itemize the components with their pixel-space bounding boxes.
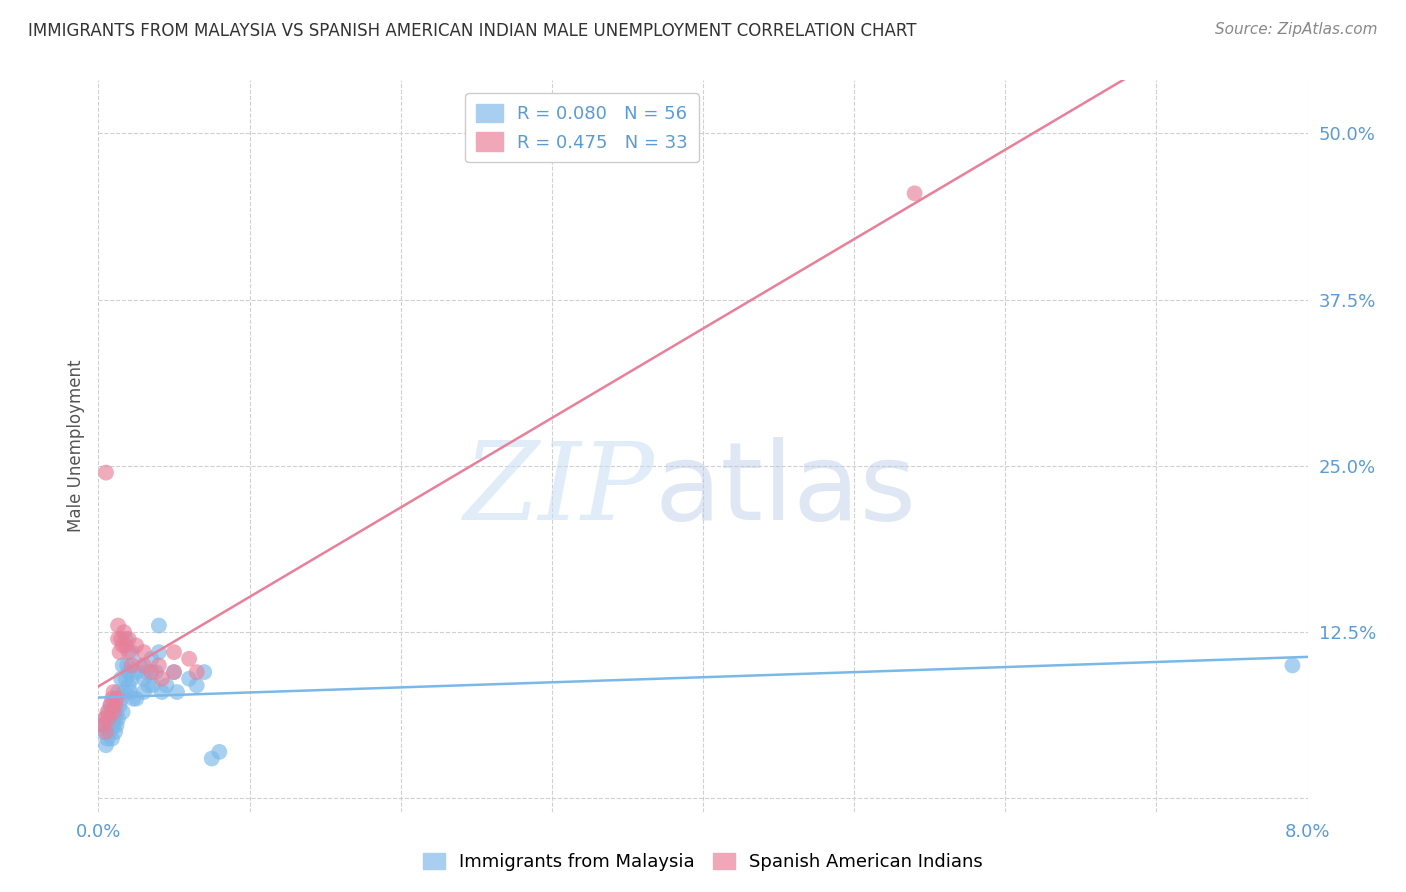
Point bbox=[186, 665, 208, 679]
Point bbox=[94, 725, 117, 739]
Point bbox=[103, 705, 125, 719]
Point bbox=[110, 632, 132, 646]
Point bbox=[91, 725, 114, 739]
Point bbox=[163, 665, 186, 679]
Point bbox=[96, 731, 118, 746]
Point bbox=[96, 705, 118, 719]
Point bbox=[94, 738, 117, 752]
Point bbox=[132, 658, 155, 673]
Point bbox=[166, 685, 188, 699]
Point bbox=[101, 691, 124, 706]
Point bbox=[101, 731, 124, 746]
Point bbox=[201, 751, 224, 765]
Point bbox=[114, 639, 136, 653]
Point bbox=[125, 691, 148, 706]
Point bbox=[145, 665, 167, 679]
Point bbox=[186, 678, 208, 692]
Y-axis label: Male Unemployment: Male Unemployment bbox=[66, 359, 84, 533]
Point bbox=[125, 639, 148, 653]
Point bbox=[101, 712, 124, 726]
Point bbox=[107, 632, 129, 646]
Point bbox=[128, 658, 150, 673]
Point bbox=[104, 712, 127, 726]
Point bbox=[142, 678, 165, 692]
Point bbox=[136, 678, 159, 692]
Point bbox=[107, 712, 129, 726]
Point bbox=[103, 685, 125, 699]
Point bbox=[179, 652, 201, 666]
Point bbox=[135, 665, 157, 679]
Point bbox=[105, 691, 128, 706]
Point bbox=[94, 712, 117, 726]
Point bbox=[105, 705, 128, 719]
Point bbox=[193, 665, 215, 679]
Point bbox=[91, 718, 114, 732]
Point bbox=[118, 645, 141, 659]
Point bbox=[110, 691, 132, 706]
Point bbox=[103, 705, 125, 719]
Point bbox=[98, 705, 121, 719]
Point bbox=[141, 665, 163, 679]
Point bbox=[150, 685, 173, 699]
Point bbox=[105, 718, 128, 732]
Point bbox=[208, 745, 231, 759]
Point bbox=[148, 645, 170, 659]
Point bbox=[111, 705, 134, 719]
Point bbox=[148, 618, 170, 632]
Point bbox=[125, 665, 148, 679]
Point bbox=[118, 665, 141, 679]
Text: Source: ZipAtlas.com: Source: ZipAtlas.com bbox=[1215, 22, 1378, 37]
Point bbox=[904, 186, 927, 201]
Point bbox=[115, 658, 138, 673]
Point bbox=[155, 678, 177, 692]
Point bbox=[108, 698, 131, 713]
Point bbox=[121, 672, 143, 686]
Point bbox=[104, 725, 127, 739]
Point bbox=[103, 718, 125, 732]
Point bbox=[114, 672, 136, 686]
Point bbox=[112, 685, 135, 699]
Legend: Immigrants from Malaysia, Spanish American Indians: Immigrants from Malaysia, Spanish Americ… bbox=[416, 846, 990, 879]
Point bbox=[122, 691, 145, 706]
Point bbox=[107, 685, 129, 699]
Point bbox=[112, 625, 135, 640]
Point bbox=[141, 652, 163, 666]
Point bbox=[121, 645, 143, 659]
Point bbox=[104, 698, 127, 713]
Legend: R = 0.080   N = 56, R = 0.475   N = 33: R = 0.080 N = 56, R = 0.475 N = 33 bbox=[465, 93, 699, 162]
Point bbox=[132, 672, 155, 686]
Point bbox=[98, 725, 121, 739]
Point bbox=[132, 645, 155, 659]
Point bbox=[118, 678, 141, 692]
Text: ZIP: ZIP bbox=[464, 437, 655, 542]
Text: atlas: atlas bbox=[655, 437, 917, 543]
Text: IMMIGRANTS FROM MALAYSIA VS SPANISH AMERICAN INDIAN MALE UNEMPLOYMENT CORRELATIO: IMMIGRANTS FROM MALAYSIA VS SPANISH AMER… bbox=[28, 22, 917, 40]
Point bbox=[94, 466, 117, 480]
Point bbox=[93, 718, 115, 732]
Point bbox=[150, 672, 173, 686]
Point bbox=[108, 645, 131, 659]
Point bbox=[93, 712, 115, 726]
Point bbox=[107, 618, 129, 632]
Point bbox=[163, 645, 186, 659]
Point bbox=[100, 698, 122, 713]
Point bbox=[179, 672, 201, 686]
Point bbox=[1281, 658, 1303, 673]
Point bbox=[111, 639, 134, 653]
Point bbox=[100, 718, 122, 732]
Point bbox=[121, 658, 143, 673]
Point bbox=[100, 698, 122, 713]
Point bbox=[114, 632, 136, 646]
Point bbox=[148, 658, 170, 673]
Point bbox=[110, 672, 132, 686]
Point bbox=[98, 712, 121, 726]
Point bbox=[118, 632, 141, 646]
Point bbox=[163, 665, 186, 679]
Point bbox=[111, 658, 134, 673]
Point bbox=[120, 685, 142, 699]
Point bbox=[132, 685, 155, 699]
